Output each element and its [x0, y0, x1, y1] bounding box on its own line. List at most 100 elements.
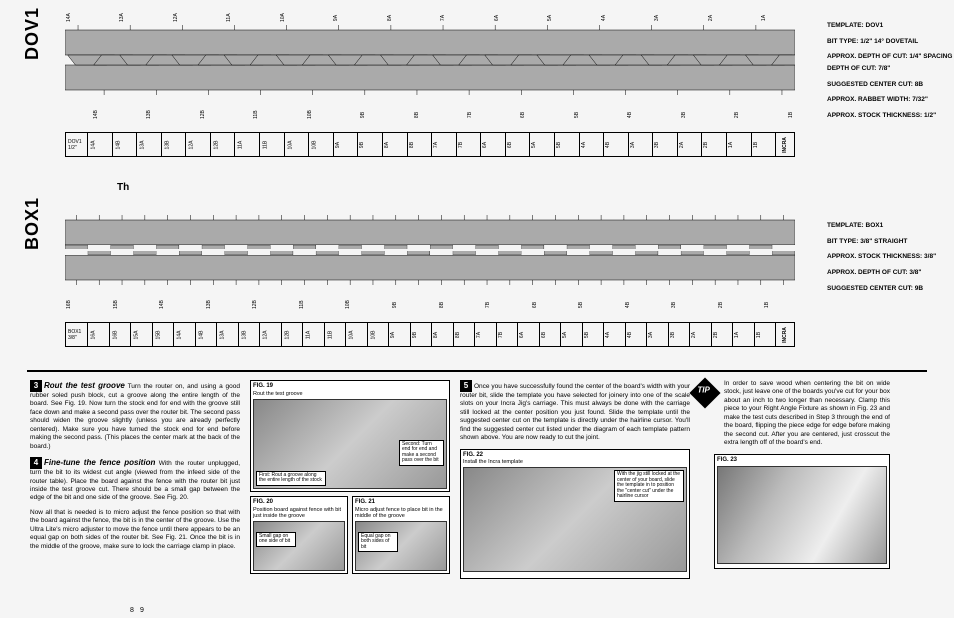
dov1-ruler-end: INCRA [776, 133, 794, 156]
tick-label [681, 14, 687, 22]
tick-label [494, 111, 500, 119]
tick-label: 14B [93, 111, 99, 119]
ruler-cell: 5B [555, 133, 580, 156]
content-area: 3Rout the test groove Turn the router on… [30, 380, 925, 610]
tick-label [276, 301, 282, 309]
ruler-cell: 1B [755, 323, 777, 346]
step3-text: Turn the router on, and using a good rub… [30, 383, 240, 450]
fig23-img [717, 466, 887, 564]
fig20: FIG. 20 Position board against fence wit… [250, 496, 348, 574]
fig21-title: FIG. 21 [355, 499, 447, 507]
ruler-cell: 16B [110, 323, 132, 346]
ruler-cell: 11A [235, 133, 260, 156]
tick-label [440, 111, 446, 119]
dov1-top-labels: 14A13A12A11A10A9A8A7A6A5A4A3A2A1A [65, 15, 795, 21]
ruler-cell: 7A [475, 323, 497, 346]
fig19: FIG. 19 Rout the test groove Second: Tur… [250, 380, 450, 492]
tick-label: 5B [578, 301, 584, 309]
ruler-cell: 14A [174, 323, 196, 346]
spec-line: SUGGESTED CENTER CUT: 9B [827, 283, 954, 295]
ruler-cell: 1A [727, 133, 752, 156]
step4-title: Fine-tune the fence position [44, 458, 155, 467]
step5-num: 5 [460, 380, 472, 392]
tick-label: 9B [392, 301, 398, 309]
tick-label [280, 111, 286, 119]
tick-label: 10B [307, 111, 313, 119]
tick-label [734, 14, 740, 22]
ruler-cell: 12B [282, 323, 304, 346]
tick-label [226, 111, 232, 119]
ruler-cell: 3A [647, 323, 669, 346]
tick-label: 12A [173, 14, 179, 22]
ruler-cell: 11B [325, 323, 347, 346]
ruler-cell: 7B [457, 133, 482, 156]
fig21-img: Equal gap on both sides of bit [355, 521, 447, 571]
tick-label [601, 301, 607, 309]
ruler-cell: 13B [162, 133, 187, 156]
tick-label [415, 301, 421, 309]
tick-label [708, 111, 714, 119]
tick-label [467, 14, 473, 22]
tick-label [601, 111, 607, 119]
ruler-cell: 13A [217, 323, 239, 346]
tick-label [387, 111, 393, 119]
tick-label: 14A [66, 14, 72, 22]
tick-label [333, 111, 339, 119]
ruler-cell: 4B [604, 133, 629, 156]
ruler-cell: 4B [626, 323, 648, 346]
fig23: FIG. 23 [714, 454, 890, 569]
tick-label [627, 14, 633, 22]
fig20-img: Small gap on one side of bit [253, 521, 345, 571]
ruler-cell: 11A [303, 323, 325, 346]
ruler-cell: 3B [669, 323, 691, 346]
ruler-cell: 14B [113, 133, 138, 156]
spec-line: TEMPLATE: BOX1 [827, 220, 954, 232]
box1-specs: TEMPLATE: BOX1BIT TYPE: 3/8" STRAIGHTAPP… [827, 220, 954, 298]
step3-num: 3 [30, 380, 42, 392]
ruler-cell: 10B [309, 133, 334, 156]
dov1-template: DOV1 14A13A12A11A10A9A8A7A6A5A4A3A2A1A 1… [27, 20, 927, 200]
divider-rule [27, 370, 927, 372]
tick-label [648, 301, 654, 309]
ruler-cell: 7B [497, 323, 519, 346]
tick-label: 7A [440, 14, 446, 22]
step5-text: Once you have successfully found the cen… [460, 383, 690, 441]
tick-label [66, 111, 72, 119]
tick-label: 5B [574, 111, 580, 119]
page-num-right: 9 [140, 606, 144, 615]
tick-label: 12B [252, 301, 258, 309]
step3-title: Rout the test groove [44, 381, 125, 390]
col3: 5Once you have successfully found the ce… [460, 380, 690, 610]
box1-template: BOX1 16B15B14B13B12B11B10B9B8B7B6B5B4B3B… [27, 210, 927, 390]
ruler-cell: 3A [629, 133, 654, 156]
tick-label: 1B [788, 111, 794, 119]
spec-line: APPROX. DEPTH OF CUT: 1/4" SPACING TO SE… [827, 51, 954, 74]
tick-label [547, 111, 553, 119]
page-num-left: 8 [130, 606, 134, 615]
tick-label [462, 301, 468, 309]
fig21: FIG. 21 Micro adjust fence to place bit … [352, 496, 450, 574]
spec-line: APPROX. STOCK THICKNESS: 1/2" [827, 110, 954, 122]
dov1-ruler: DOV1 1/2" 14A14B13A13B12A12B11A11B10A10B… [65, 132, 795, 157]
ruler-cell: 8A [432, 323, 454, 346]
ruler-cell: 2B [702, 133, 727, 156]
ruler-cell: 1A [733, 323, 755, 346]
ruler-cell: 2A [678, 133, 703, 156]
box1-ruler-end: INCRA [776, 323, 794, 346]
tick-label: 7B [467, 111, 473, 119]
ruler-cell: 6B [540, 323, 562, 346]
tick-label [229, 301, 235, 309]
step4-num: 4 [30, 457, 42, 469]
ruler-cell: 10B [368, 323, 390, 346]
tick-label [93, 14, 99, 22]
ruler-cell: 13A [137, 133, 162, 156]
ruler-cell: 12A [186, 133, 211, 156]
col1: 3Rout the test groove Turn the router on… [30, 380, 240, 610]
box1-ruler-head: BOX1 3/8" [66, 323, 88, 346]
tick-label: 11B [253, 111, 259, 119]
ruler-cell: 13B [239, 323, 261, 346]
ruler-cell: 6B [506, 133, 531, 156]
box1-label: BOX1 [22, 197, 43, 250]
ruler-cell: 12B [211, 133, 236, 156]
fig22-sub: Install the Incra template [463, 459, 687, 465]
